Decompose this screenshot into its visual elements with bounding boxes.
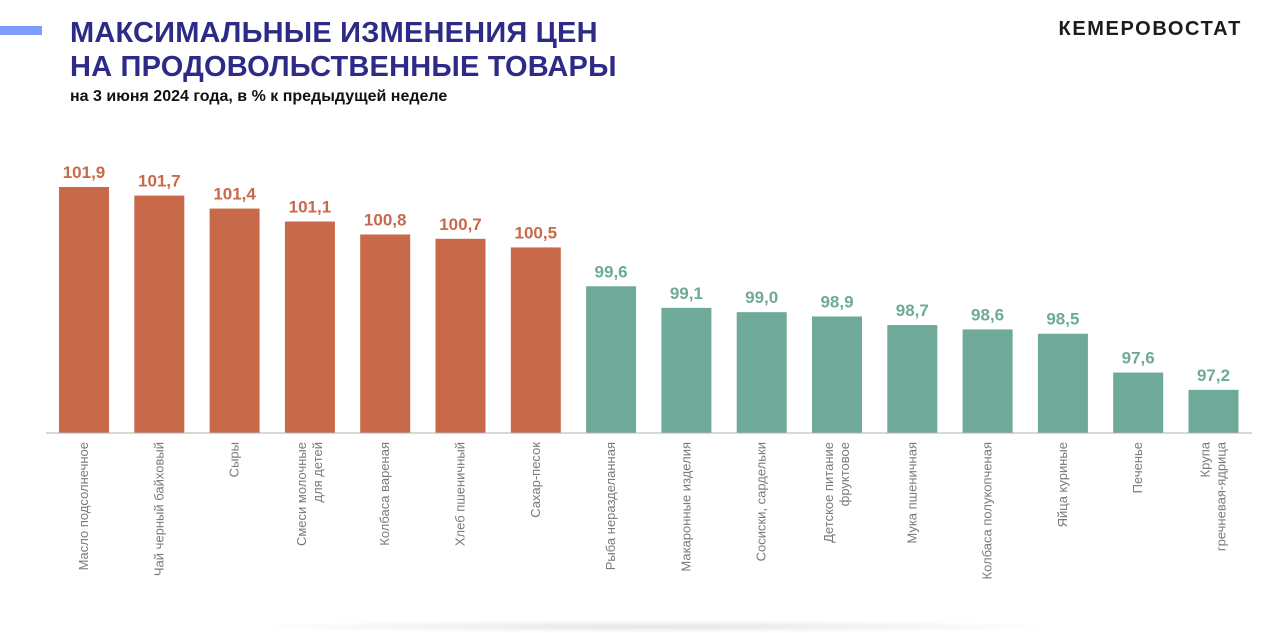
bar — [586, 286, 637, 433]
category-label: Сахар-песок — [528, 442, 543, 518]
decorative-shadow — [240, 620, 1070, 633]
category-label: Детское питание — [821, 442, 836, 543]
chart-title: МАКСИМАЛЬНЫЕ ИЗМЕНЕНИЯ ЦЕН НА ПРОДОВОЛЬС… — [70, 16, 617, 84]
data-label: 99,0 — [745, 288, 778, 307]
category-label: Смеси молочные — [294, 442, 309, 546]
data-label: 98,7 — [896, 301, 929, 320]
accent-bar — [0, 26, 42, 35]
category-label: Печенье — [1130, 442, 1145, 493]
data-label: 98,9 — [820, 292, 853, 311]
category-label: Чай черный байховый — [151, 442, 166, 576]
data-label: 97,6 — [1122, 349, 1155, 368]
bar — [435, 238, 486, 433]
category-label: Колбаса полукопченая — [980, 442, 995, 579]
chart-subtitle: на 3 июня 2024 года, в % к предыдущей не… — [70, 88, 448, 105]
bar — [284, 221, 335, 433]
category-label: для детей — [310, 442, 325, 503]
data-label: 99,6 — [595, 262, 628, 281]
data-label: 100,7 — [439, 215, 482, 234]
brand-logo: КЕМЕРОВОСТАТ — [1058, 18, 1242, 40]
category-label: Сосиски, сардельки — [754, 442, 769, 561]
bar — [59, 187, 109, 433]
bar — [661, 307, 712, 433]
data-label: 98,6 — [971, 305, 1004, 324]
data-label: 101,1 — [289, 198, 332, 217]
bar — [209, 208, 260, 433]
category-label: Рыба неразделанная — [603, 442, 618, 570]
data-label: 101,9 — [63, 163, 106, 182]
category-label: Мука пшеничная — [904, 442, 919, 544]
bar — [1113, 372, 1164, 433]
data-label: 97,2 — [1197, 366, 1230, 385]
bar — [736, 312, 787, 433]
category-label: Колбаса вареная — [377, 442, 392, 546]
data-label: 101,4 — [213, 185, 256, 204]
bar — [1188, 389, 1239, 433]
data-label: 99,1 — [670, 284, 703, 303]
category-label: Хлеб пшеничный — [453, 442, 468, 546]
bar — [962, 329, 1013, 433]
bar — [887, 325, 938, 433]
bar — [360, 234, 411, 433]
category-label: Крупа — [1198, 441, 1213, 477]
category-label: фруктовое — [837, 442, 852, 506]
bar — [812, 316, 862, 433]
bar — [134, 195, 185, 433]
chart-title-line-2: НА ПРОДОВОЛЬСТВЕННЫЕ ТОВАРЫ — [70, 51, 617, 83]
data-label: 98,5 — [1046, 310, 1079, 329]
bar — [1037, 333, 1088, 433]
data-label: 100,5 — [515, 223, 558, 242]
category-label: гречневая-ядрица — [1214, 441, 1229, 551]
bar — [510, 247, 561, 433]
category-label: Сыры — [227, 442, 242, 477]
category-label: Масло подсолнечное — [76, 442, 91, 570]
category-label: Макаронные изделия — [678, 442, 693, 572]
chart-title-line-1: МАКСИМАЛЬНЫЕ ИЗМЕНЕНИЯ ЦЕН — [70, 17, 598, 49]
category-label: Яйца куриные — [1055, 442, 1070, 527]
data-label: 100,8 — [364, 210, 407, 229]
data-label: 101,7 — [138, 172, 181, 191]
